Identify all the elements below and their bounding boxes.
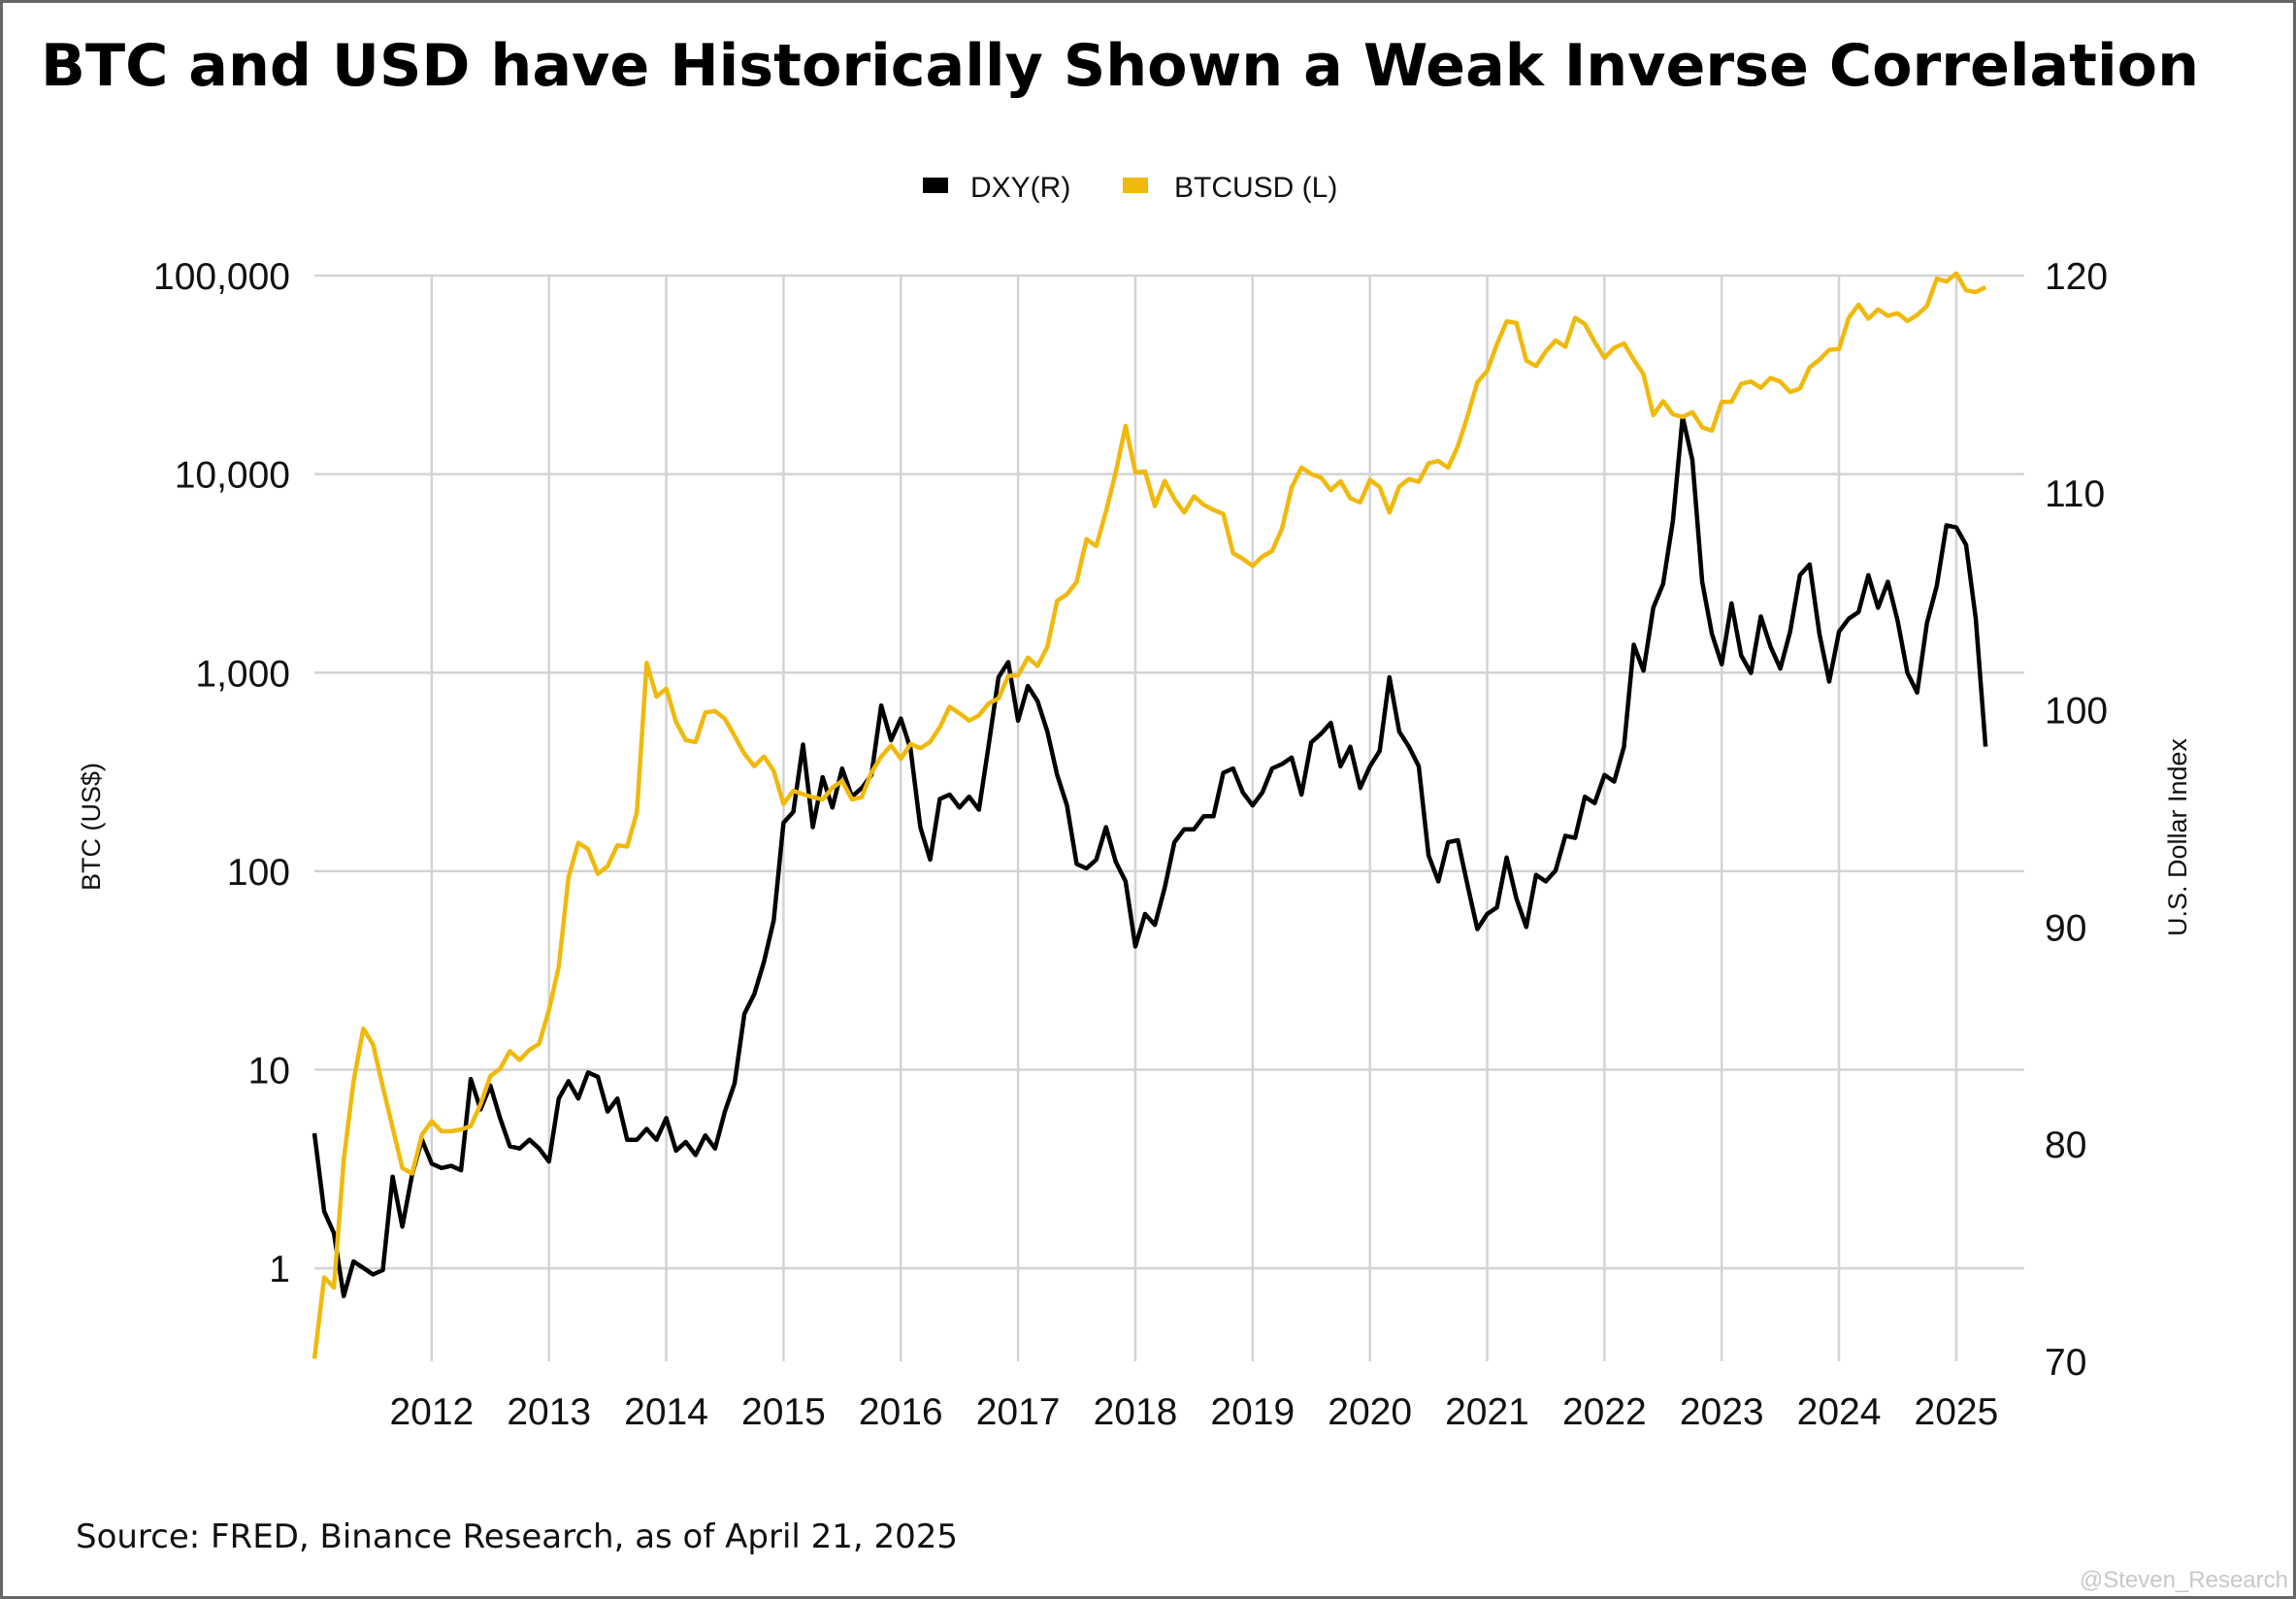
source-note: Source: FRED, Binance Research, as of Ap… — [76, 1517, 958, 1556]
watermark: @Steven_Research — [2080, 1567, 2288, 1593]
x-tick-label: 2017 — [976, 1391, 1061, 1433]
x-tick-label: 2015 — [741, 1391, 826, 1433]
left-axis-ticks: 1 10 100 1,000 10,000 100,000 — [153, 256, 290, 1290]
right-tick-label: 80 — [2045, 1125, 2086, 1166]
x-tick-label: 2024 — [1797, 1391, 1882, 1433]
left-tick-label: 100,000 — [153, 256, 290, 298]
series-lines — [312, 271, 1988, 1359]
right-tick-label: 100 — [2045, 691, 2108, 733]
legend-label-btc: BTCUSD (L) — [1174, 172, 1337, 204]
left-tick-label: 100 — [227, 852, 290, 894]
x-axis-ticks: 2012 2013 2014 2015 2016 2017 2018 2019 2020 2021… — [389, 1391, 1998, 1433]
x-tick-label: 2018 — [1094, 1391, 1178, 1433]
x-tick-label: 2021 — [1445, 1391, 1529, 1433]
right-tick-label: 70 — [2045, 1342, 2086, 1384]
dxy-line — [312, 414, 1988, 1299]
legend-swatch-dxy — [923, 178, 948, 193]
x-tick-label: 2013 — [507, 1391, 591, 1433]
legend-label-dxy: DXY(R) — [970, 172, 1070, 204]
left-tick-label: 10 — [248, 1051, 290, 1093]
right-axis-title: U.S. Dollar Index — [2163, 737, 2192, 936]
legend: DXY(R) BTCUSD (L) — [923, 172, 1337, 204]
legend-swatch-btc — [1123, 178, 1148, 193]
left-tick-label: 1,000 — [195, 653, 290, 695]
x-tick-label: 2012 — [389, 1391, 474, 1433]
gridlines — [314, 274, 2024, 1361]
left-tick-label: 1 — [269, 1249, 290, 1290]
x-tick-label: 2014 — [624, 1391, 708, 1433]
left-tick-label: 10,000 — [175, 455, 290, 497]
x-tick-label: 2016 — [859, 1391, 943, 1433]
right-tick-label: 110 — [2045, 473, 2105, 515]
x-tick-label: 2025 — [1915, 1391, 1999, 1433]
x-tick-label: 2023 — [1680, 1391, 1764, 1433]
left-axis-title: BTC (US$) — [77, 763, 106, 891]
right-axis-ticks: 70 80 90 100 110 120 — [2045, 256, 2108, 1384]
btcusd-line — [312, 271, 1987, 1359]
x-tick-label: 2022 — [1562, 1391, 1647, 1433]
right-tick-label: 90 — [2045, 907, 2086, 949]
chart-title: BTC and USD have Historically Shown a We… — [41, 32, 2199, 100]
x-tick-label: 2019 — [1210, 1391, 1295, 1433]
x-tick-label: 2020 — [1328, 1391, 1412, 1433]
right-tick-label: 120 — [2045, 256, 2108, 298]
